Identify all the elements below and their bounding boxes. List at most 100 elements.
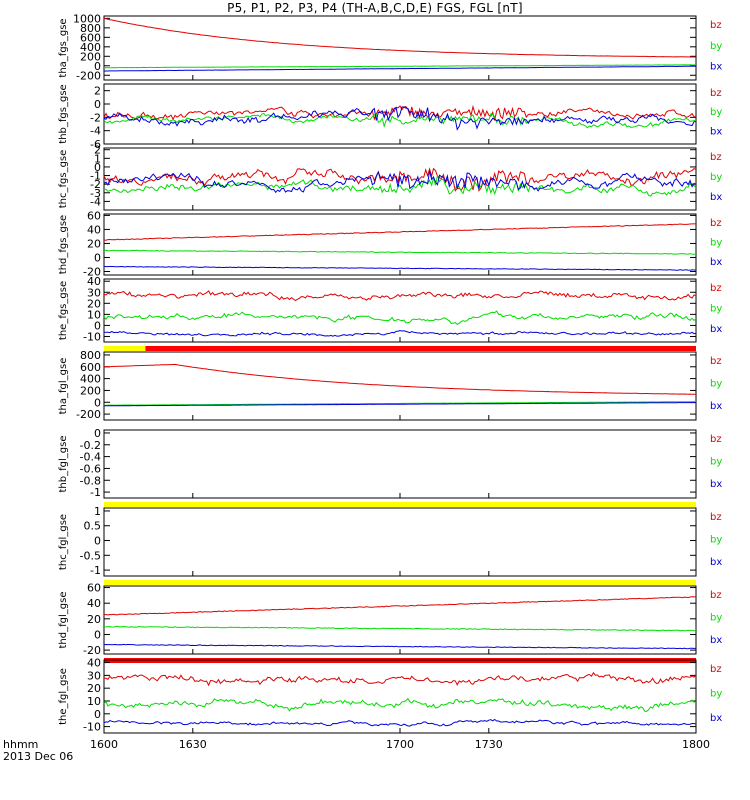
series-line-by xyxy=(103,112,697,129)
panel-frame-8 xyxy=(103,585,697,655)
y-axis-label: the_fgs_gse xyxy=(58,281,69,340)
x-tick-label: 1630 xyxy=(179,738,207,751)
y-tick-label: 10 xyxy=(87,695,101,708)
y-tick-label: 40 xyxy=(87,223,101,236)
y-tick-label: 30 xyxy=(87,669,101,682)
legend-bz: bz xyxy=(710,434,722,445)
legend-bz: bz xyxy=(710,152,722,163)
legend-bz: bz xyxy=(710,512,722,523)
time-format-label: hhmm xyxy=(3,738,39,751)
series-line-bz xyxy=(103,363,696,395)
series-line-bx xyxy=(103,65,697,72)
y-tick-label: -1 xyxy=(90,564,101,577)
legend-by: by xyxy=(710,172,722,183)
series-line-by xyxy=(103,64,696,69)
y-tick-label: -4 xyxy=(90,195,101,208)
legend-by: by xyxy=(710,379,722,390)
y-tick-label: -2 xyxy=(90,111,101,124)
y-axis-label: thc_fgs_gse xyxy=(58,150,69,209)
y-tick-label: -20 xyxy=(83,644,101,657)
y-tick-label: 10 xyxy=(87,308,101,321)
series-line-bx xyxy=(103,643,696,650)
legend-by: by xyxy=(710,41,722,52)
panel-frame-6 xyxy=(103,429,697,499)
series-line-bz xyxy=(103,104,696,121)
y-tick-label: 0 xyxy=(94,708,101,721)
flag-bar-yellow xyxy=(104,580,696,585)
legend-bz: bz xyxy=(710,664,722,675)
series-line-by xyxy=(104,401,697,406)
legend-bx: bx xyxy=(710,479,722,490)
series-line-bz xyxy=(103,290,697,302)
y-tick-label: -3 xyxy=(90,187,101,200)
legend-bx: bx xyxy=(710,126,722,137)
legend-bx: bx xyxy=(710,257,722,268)
series-line-bx xyxy=(103,718,697,727)
x-tick-label: 1800 xyxy=(682,738,710,751)
y-tick-label: 0 xyxy=(94,319,101,332)
y-tick-label: 800 xyxy=(80,349,101,362)
y-tick-label: 400 xyxy=(80,41,101,54)
y-tick-label: 20 xyxy=(87,613,101,626)
panel-frame-9 xyxy=(103,659,697,734)
y-tick-label: 60 xyxy=(87,209,101,222)
y-tick-label: -200 xyxy=(76,408,101,421)
legend-by: by xyxy=(710,107,722,118)
legend-bz: bz xyxy=(710,218,722,229)
y-axis-label: thd_fgs_gse xyxy=(58,215,69,274)
flag-bar-yellow xyxy=(104,346,146,351)
y-tick-label: 200 xyxy=(80,50,101,63)
y-tick-label: 200 xyxy=(80,384,101,397)
panel-frame-7 xyxy=(103,507,697,577)
series-line-by xyxy=(103,310,697,326)
series-line-by xyxy=(103,173,697,197)
y-tick-label: -4 xyxy=(90,125,101,138)
y-tick-label: 1 xyxy=(94,152,101,165)
series-line-bz xyxy=(103,596,696,616)
y-tick-label: 400 xyxy=(80,373,101,386)
y-tick-label: -0.4 xyxy=(80,451,101,464)
legend-by: by xyxy=(710,689,722,700)
y-tick-label: -2 xyxy=(90,178,101,191)
y-axis-label: thd_fgl_gse xyxy=(58,592,69,649)
y-tick-label: 20 xyxy=(87,682,101,695)
y-tick-label: 0.5 xyxy=(84,520,102,533)
legend-by: by xyxy=(710,238,722,249)
y-axis-label: thc_fgl_gse xyxy=(58,514,69,570)
panel-frame-3 xyxy=(103,213,697,276)
legend-bz: bz xyxy=(710,283,722,294)
y-tick-label: 0 xyxy=(94,396,101,409)
legend-bx: bx xyxy=(710,713,722,724)
legend-bx: bx xyxy=(710,557,722,568)
legend-by: by xyxy=(710,457,722,468)
legend-by: by xyxy=(710,613,722,624)
y-tick-label: 30 xyxy=(87,286,101,299)
legend-bx: bx xyxy=(710,635,722,646)
y-tick-label: 1 xyxy=(94,505,101,518)
y-tick-label: -10 xyxy=(83,330,101,343)
date-label: 2013 Dec 06 xyxy=(3,750,74,763)
y-tick-label: -0.5 xyxy=(80,549,101,562)
y-tick-label: 0 xyxy=(94,161,101,174)
y-tick-label: 0 xyxy=(94,98,101,111)
y-tick-label: 1000 xyxy=(73,12,101,25)
y-tick-label: 0 xyxy=(94,60,101,73)
y-tick-label: 40 xyxy=(87,597,101,610)
y-tick-label: 40 xyxy=(87,275,101,288)
series-line-bx xyxy=(103,170,697,194)
series-line-bz xyxy=(103,671,697,687)
y-tick-label: -1 xyxy=(90,170,101,183)
legend-bx: bx xyxy=(710,192,722,203)
y-tick-label: -6 xyxy=(90,138,101,151)
y-tick-label: 60 xyxy=(87,582,101,595)
y-tick-label: 40 xyxy=(87,657,101,670)
x-tick-label: 1730 xyxy=(475,738,503,751)
series-line-by xyxy=(103,625,697,632)
legend-bx: bx xyxy=(710,401,722,412)
y-tick-label: 800 xyxy=(80,22,101,35)
panel-frame-4 xyxy=(103,278,697,343)
legend-bz: bz xyxy=(710,356,722,367)
series-line-by xyxy=(103,697,697,712)
y-tick-label: -10 xyxy=(83,721,101,734)
x-tick-label: 1600 xyxy=(90,738,118,751)
